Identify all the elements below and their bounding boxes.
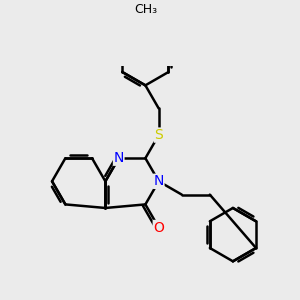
Text: N: N (113, 151, 124, 165)
Text: CH₃: CH₃ (134, 3, 157, 16)
Text: S: S (154, 128, 163, 142)
Text: O: O (153, 220, 164, 235)
Text: N: N (154, 174, 164, 188)
